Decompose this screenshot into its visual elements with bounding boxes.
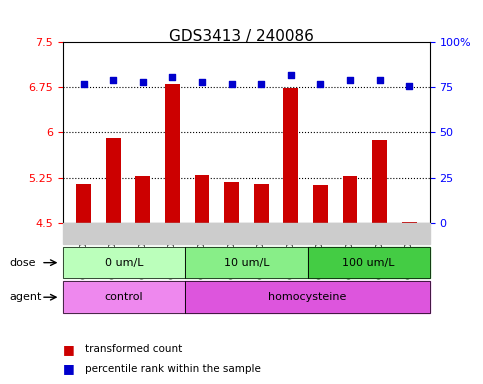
Bar: [165, 84, 180, 223]
Point: [109, 77, 117, 83]
Point: [346, 77, 354, 83]
Bar: [76, 184, 91, 223]
Text: 0 um/L: 0 um/L: [105, 258, 143, 268]
Text: percentile rank within the sample: percentile rank within the sample: [85, 364, 260, 374]
Bar: [135, 176, 150, 223]
Bar: [224, 182, 239, 223]
Text: ■: ■: [63, 343, 74, 356]
Point: [405, 83, 413, 89]
Point: [316, 81, 324, 87]
Text: 100 um/L: 100 um/L: [342, 258, 395, 268]
Text: transformed count: transformed count: [85, 344, 182, 354]
Point: [287, 72, 295, 78]
Bar: [195, 175, 209, 223]
Text: ■: ■: [63, 362, 74, 375]
Text: control: control: [105, 292, 143, 302]
Bar: [372, 140, 387, 223]
Bar: [254, 184, 269, 223]
Text: dose: dose: [10, 258, 36, 268]
Point: [169, 73, 176, 79]
Point: [198, 79, 206, 85]
Text: agent: agent: [10, 292, 42, 302]
Bar: [402, 222, 416, 223]
Text: GDS3413 / 240086: GDS3413 / 240086: [169, 29, 314, 44]
Bar: [284, 88, 298, 223]
Point: [257, 81, 265, 87]
Bar: [106, 139, 121, 223]
Point: [376, 77, 384, 83]
Point: [80, 81, 87, 87]
Text: homocysteine: homocysteine: [269, 292, 347, 302]
Point: [139, 79, 146, 85]
Bar: [342, 176, 357, 223]
Text: 10 um/L: 10 um/L: [224, 258, 269, 268]
Bar: [313, 185, 328, 223]
Point: [227, 81, 235, 87]
